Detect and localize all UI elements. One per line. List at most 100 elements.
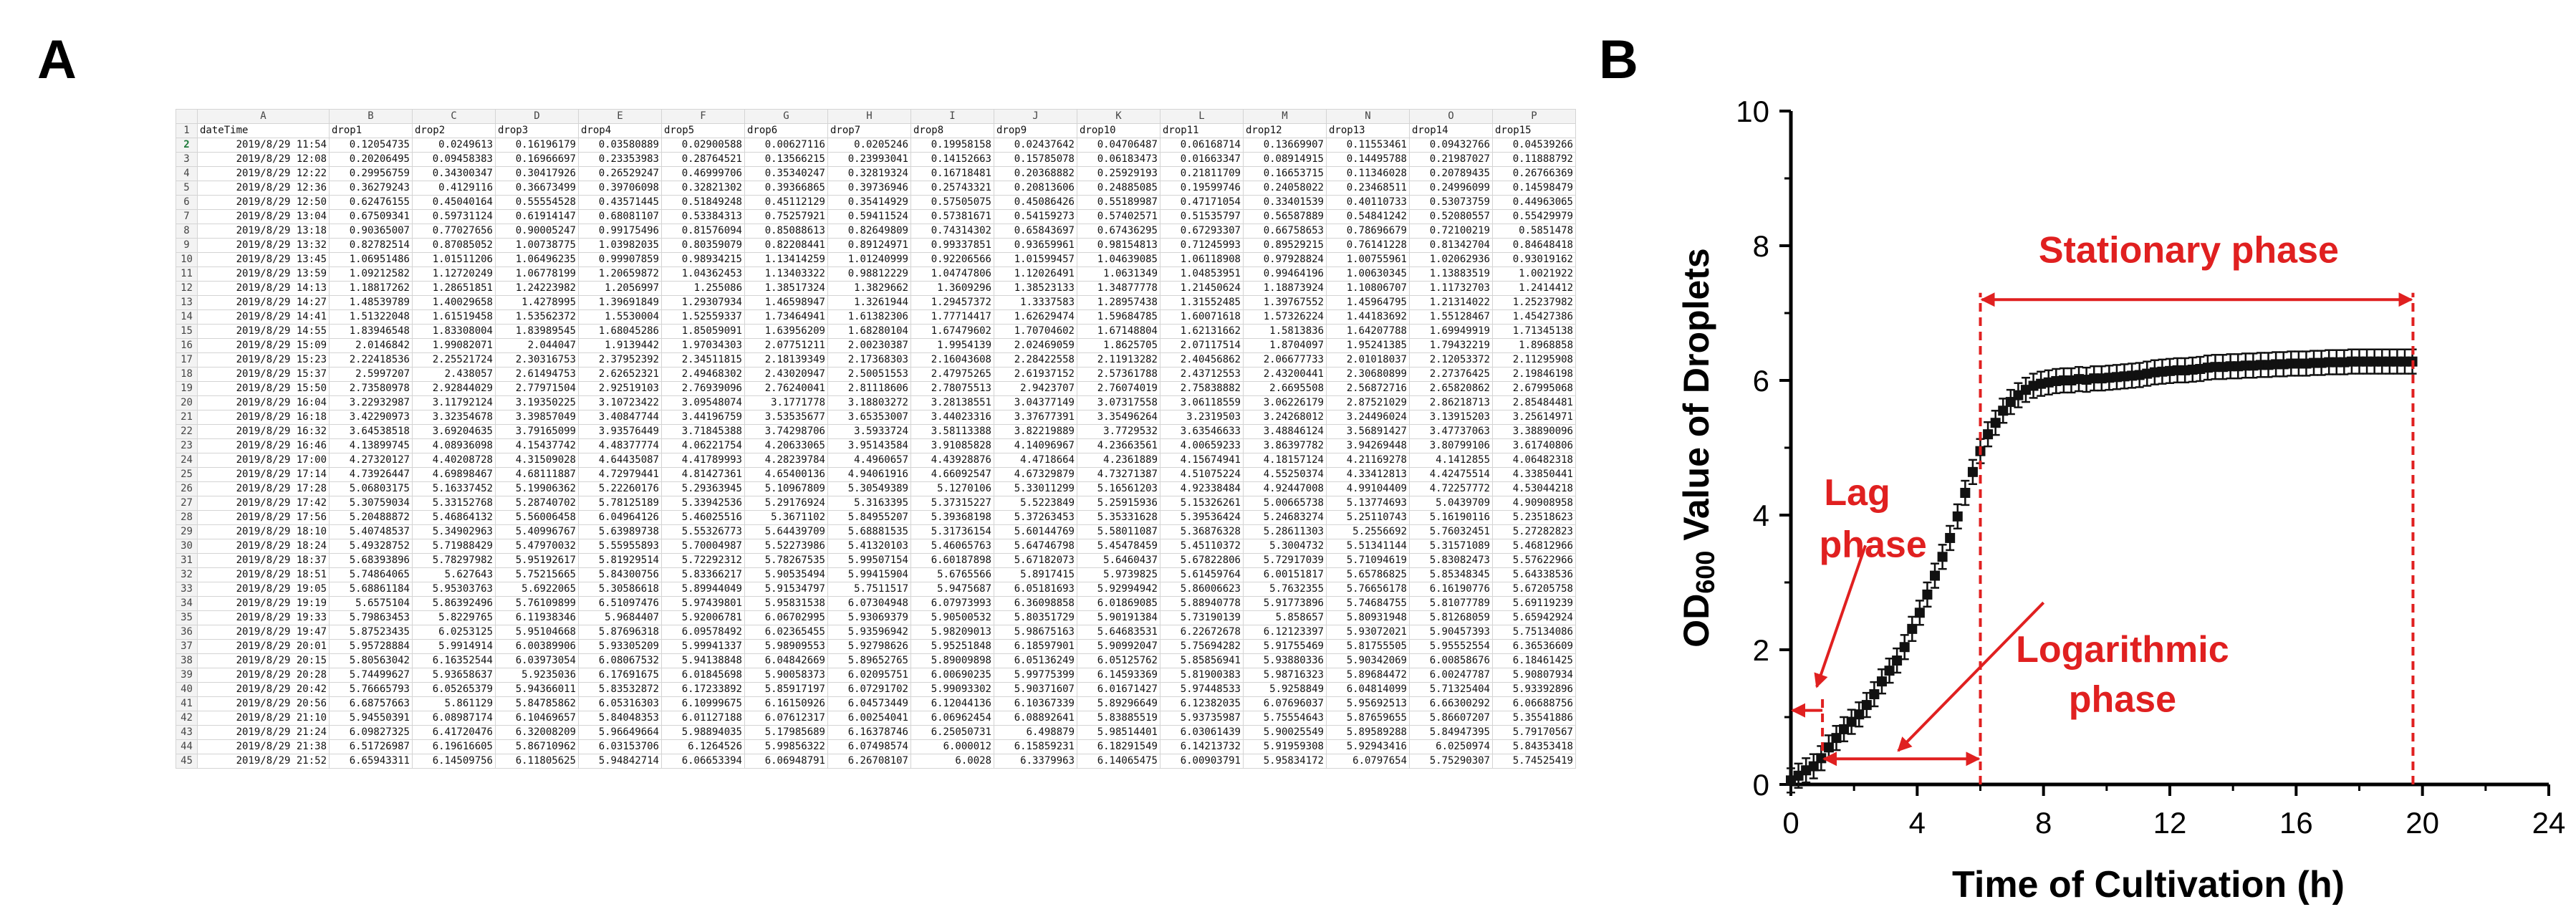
datetime-cell[interactable]: 2019/8/29 14:41 <box>197 309 330 325</box>
value-cell[interactable]: 4.55250374 <box>1243 467 1327 482</box>
value-cell[interactable]: 0.78696679 <box>1326 224 1410 239</box>
value-cell[interactable]: 1.01511206 <box>412 252 496 267</box>
value-cell[interactable]: 0.81342704 <box>1409 238 1493 253</box>
value-cell[interactable]: 4.40208728 <box>412 453 496 468</box>
value-cell[interactable]: 5.65786825 <box>1326 567 1410 582</box>
value-cell[interactable]: 5.84955207 <box>827 510 911 525</box>
value-cell[interactable]: 5.46812966 <box>1492 539 1576 554</box>
value-cell[interactable]: 1.8625705 <box>1077 338 1160 353</box>
value-cell[interactable]: 5.25110743 <box>1326 510 1410 525</box>
value-cell[interactable]: 1.70704602 <box>994 324 1077 339</box>
value-cell[interactable]: 1.61382306 <box>827 309 911 325</box>
value-cell[interactable]: 5.31736154 <box>910 524 994 539</box>
value-cell[interactable]: 0.67293307 <box>1160 224 1244 239</box>
value-cell[interactable]: 6.01869085 <box>1077 596 1160 611</box>
header-cell[interactable]: drop12 <box>1243 123 1327 138</box>
value-cell[interactable]: 5.84048353 <box>578 711 662 726</box>
header-cell[interactable]: drop8 <box>910 123 994 138</box>
value-cell[interactable]: 0.59411524 <box>827 209 911 224</box>
datetime-cell[interactable]: 2019/8/29 18:51 <box>197 567 330 582</box>
value-cell[interactable]: 0.74314302 <box>910 224 994 239</box>
value-cell[interactable]: 1.77714417 <box>910 309 994 325</box>
value-cell[interactable]: 3.71845388 <box>661 424 745 439</box>
value-cell[interactable]: 6.25050731 <box>910 725 994 740</box>
value-cell[interactable]: 2.34511815 <box>661 352 745 368</box>
value-cell[interactable]: 2.43712553 <box>1160 367 1244 382</box>
value-cell[interactable]: 2.61494753 <box>495 367 579 382</box>
value-cell[interactable]: 2.27376425 <box>1409 367 1493 382</box>
value-cell[interactable]: 0.76141228 <box>1326 238 1410 253</box>
value-cell[interactable]: 5.95104668 <box>495 625 579 640</box>
datetime-cell[interactable]: 2019/8/29 13:32 <box>197 238 330 253</box>
value-cell[interactable]: 5.67205758 <box>1492 582 1576 597</box>
value-cell[interactable]: 5.37263453 <box>994 510 1077 525</box>
value-cell[interactable]: 6.19616605 <box>412 739 496 754</box>
value-cell[interactable]: 0.02437642 <box>994 138 1077 153</box>
value-cell[interactable]: 0.28764521 <box>661 152 745 167</box>
value-cell[interactable]: 0.0249613 <box>412 138 496 153</box>
value-cell[interactable]: 3.24496024 <box>1326 410 1410 425</box>
value-cell[interactable]: 5.68881535 <box>827 524 911 539</box>
value-cell[interactable]: 5.13774693 <box>1326 496 1410 511</box>
value-cell[interactable]: 2.9423707 <box>994 381 1077 396</box>
header-cell[interactable]: drop13 <box>1326 123 1410 138</box>
value-cell[interactable]: 3.64538518 <box>329 424 413 439</box>
value-cell[interactable]: 1.28957438 <box>1077 295 1160 310</box>
row-number[interactable]: 20 <box>176 395 198 410</box>
value-cell[interactable]: 0.45086426 <box>994 195 1077 210</box>
value-cell[interactable]: 1.28651851 <box>412 281 496 296</box>
value-cell[interactable]: 5.37315227 <box>910 496 994 511</box>
value-cell[interactable]: 0.30417926 <box>495 166 579 181</box>
value-cell[interactable]: 0.51535797 <box>1160 209 1244 224</box>
value-cell[interactable]: 6.05316303 <box>578 696 662 711</box>
value-cell[interactable]: 5.95692513 <box>1326 696 1410 711</box>
datetime-cell[interactable]: 2019/8/29 13:59 <box>197 266 330 282</box>
value-cell[interactable]: 5.69119239 <box>1492 596 1576 611</box>
row-number[interactable]: 12 <box>176 281 198 296</box>
value-cell[interactable]: 2.50051553 <box>827 367 911 382</box>
value-cell[interactable]: 2.11913282 <box>1077 352 1160 368</box>
row-number[interactable]: 34 <box>176 596 198 611</box>
value-cell[interactable]: 1.46598947 <box>744 295 828 310</box>
value-cell[interactable]: 1.68280104 <box>827 324 911 339</box>
value-cell[interactable]: 5.8229765 <box>412 610 496 625</box>
value-cell[interactable]: 1.45964795 <box>1326 295 1410 310</box>
value-cell[interactable]: 6.04814099 <box>1326 682 1410 697</box>
value-cell[interactable]: 5.63989738 <box>578 524 662 539</box>
column-letter[interactable]: P <box>1492 109 1576 124</box>
value-cell[interactable]: 0.57381671 <box>910 209 994 224</box>
value-cell[interactable]: 2.61937152 <box>994 367 1077 382</box>
value-cell[interactable]: 5.06803175 <box>329 481 413 496</box>
value-cell[interactable]: 1.83946548 <box>329 324 413 339</box>
value-cell[interactable]: 2.6695508 <box>1243 381 1327 396</box>
value-cell[interactable]: 5.93658637 <box>412 668 496 683</box>
header-cell[interactable]: drop4 <box>578 123 662 138</box>
value-cell[interactable]: 2.12053372 <box>1409 352 1493 368</box>
value-cell[interactable]: 3.39857049 <box>495 410 579 425</box>
value-cell[interactable]: 1.04853951 <box>1160 266 1244 282</box>
datetime-cell[interactable]: 2019/8/29 15:50 <box>197 381 330 396</box>
value-cell[interactable]: 5.85856941 <box>1160 653 1244 668</box>
value-cell[interactable]: 1.61519458 <box>412 309 496 325</box>
value-cell[interactable]: 2.17368303 <box>827 352 911 368</box>
value-cell[interactable]: 0.24996099 <box>1409 181 1493 196</box>
value-cell[interactable]: 4.13899745 <box>329 438 413 453</box>
value-cell[interactable]: 4.72257772 <box>1409 481 1493 496</box>
value-cell[interactable]: 1.29307934 <box>661 295 745 310</box>
value-cell[interactable]: 6.05136249 <box>994 653 1077 668</box>
value-cell[interactable]: 0.32819324 <box>827 166 911 181</box>
datetime-cell[interactable]: 2019/8/29 14:27 <box>197 295 330 310</box>
value-cell[interactable]: 6.12044136 <box>910 696 994 711</box>
datetime-cell[interactable]: 2019/8/29 12:36 <box>197 181 330 196</box>
value-cell[interactable]: 1.2414412 <box>1492 281 1576 296</box>
datetime-cell[interactable]: 2019/8/29 20:56 <box>197 696 330 711</box>
value-cell[interactable]: 0.43571445 <box>578 195 662 210</box>
value-cell[interactable]: 5.92006781 <box>661 610 745 625</box>
value-cell[interactable]: 5.90025549 <box>1243 725 1327 740</box>
datetime-cell[interactable]: 2019/8/29 19:47 <box>197 625 330 640</box>
value-cell[interactable]: 5.83532872 <box>578 682 662 697</box>
value-cell[interactable]: 0.29956759 <box>329 166 413 181</box>
value-cell[interactable]: 1.73464941 <box>744 309 828 325</box>
value-cell[interactable]: 0.08914915 <box>1243 152 1327 167</box>
value-cell[interactable]: 1.09212582 <box>329 266 413 282</box>
